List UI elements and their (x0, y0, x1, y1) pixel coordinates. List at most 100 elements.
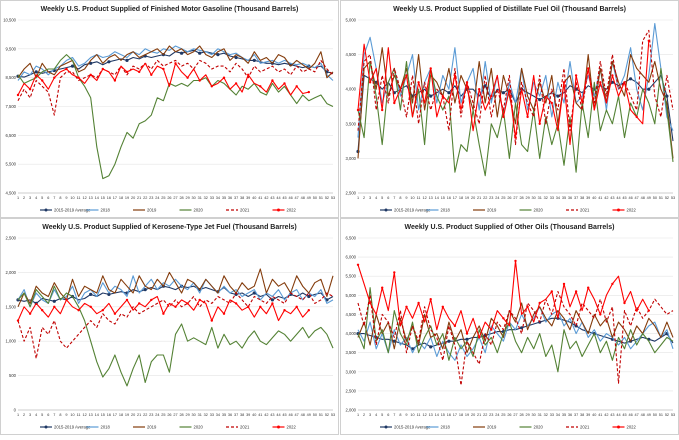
data-point (113, 312, 117, 315)
x-tick-label: 10 (410, 413, 414, 417)
data-point (381, 108, 384, 112)
x-tick-label: 47 (635, 413, 639, 417)
data-point (34, 70, 38, 74)
x-tick-label: 8 (399, 196, 401, 200)
legend-label: 2021 (580, 425, 590, 430)
data-point (307, 294, 311, 299)
series-2 (357, 306, 674, 361)
data-point (234, 302, 238, 305)
x-tick-label: 5 (381, 196, 383, 200)
legend-label: 2015-2019 Average (394, 208, 431, 213)
y-tick-label: 3,000 (346, 369, 357, 374)
x-tick-label: 8 (399, 413, 401, 417)
x-tick-label: 31 (198, 413, 202, 417)
x-tick-label: 52 (325, 196, 329, 200)
legend-label: 2020 (534, 425, 544, 430)
x-tick-label: 41 (258, 196, 262, 200)
data-point (647, 309, 650, 312)
y-tick-label: 10,500 (3, 18, 16, 23)
x-tick-label: 16 (107, 196, 111, 200)
y-tick-label: 5,500 (6, 162, 17, 167)
x-tick-label: 24 (155, 196, 159, 200)
x-tick-label: 5 (41, 196, 43, 200)
data-point (629, 77, 633, 81)
series-line (357, 287, 674, 373)
x-tick-label: 21 (477, 196, 481, 200)
x-tick-label: 32 (204, 196, 208, 200)
data-point (222, 76, 226, 79)
x-tick-label: 23 (489, 413, 493, 417)
y-tick-label: 7,500 (6, 104, 17, 109)
x-tick-label: 16 (447, 196, 451, 200)
x-tick-label: 23 (149, 196, 153, 200)
legend-item: 2020 (179, 425, 203, 430)
data-point (574, 324, 578, 328)
data-point (271, 79, 274, 82)
x-tick-label: 45 (622, 196, 626, 200)
data-point (441, 94, 444, 98)
legend-item: 2020 (519, 425, 544, 430)
data-point (125, 298, 129, 302)
x-tick-label: 3 (369, 196, 371, 200)
x-tick-label: 19 (125, 413, 129, 417)
x-tick-label: 50 (653, 196, 657, 200)
x-tick-label: 25 (501, 413, 505, 417)
series-2 (17, 275, 334, 308)
data-point (307, 90, 310, 94)
x-tick-label: 11 (417, 413, 421, 417)
x-tick-label: 48 (641, 413, 645, 417)
x-tick-label: 7 (393, 196, 395, 200)
x-tick-label: 22 (143, 413, 147, 417)
x-tick-label: 46 (288, 196, 292, 200)
x-tick-label: 31 (538, 196, 542, 200)
x-tick-label: 2 (363, 196, 365, 200)
legend-label: 2018 (101, 425, 111, 430)
x-tick-label: 50 (313, 196, 317, 200)
series-line (17, 54, 334, 180)
legend-marker (44, 208, 48, 212)
legend-label: 2022 (627, 425, 637, 430)
data-point (125, 58, 129, 63)
data-point (65, 298, 68, 302)
x-tick-label: 51 (319, 413, 323, 417)
x-tick-label: 5 (41, 413, 43, 417)
y-tick-label: 0 (14, 408, 17, 413)
legend-label: 2022 (287, 208, 297, 213)
x-tick-label: 31 (538, 413, 542, 417)
x-tick-label: 42 (264, 413, 268, 417)
series-line (17, 275, 334, 308)
data-point (65, 67, 68, 71)
x-tick-label: 12 (83, 196, 87, 200)
data-point (587, 286, 590, 289)
data-point (16, 319, 20, 322)
x-tick-label: 6 (47, 196, 49, 200)
y-tick-label: 4,500 (346, 312, 357, 317)
data-point (393, 101, 396, 105)
legend-item: 2019 (133, 425, 157, 430)
x-tick-label: 10 (410, 196, 414, 200)
x-tick-label: 2 (363, 413, 365, 417)
x-tick-label: 13 (89, 413, 93, 417)
data-point (356, 108, 360, 112)
data-point (77, 76, 80, 79)
x-tick-label: 14 (435, 196, 439, 200)
x-tick-label: 11 (77, 196, 81, 200)
legend-label: 2015-2019 Average (394, 425, 431, 430)
legend-item: 2022 (612, 425, 637, 430)
data-point (417, 81, 420, 84)
series-6 (356, 39, 650, 146)
x-tick-label: 47 (295, 196, 299, 200)
x-tick-label: 23 (489, 196, 493, 200)
legend-item: 2021 (566, 425, 590, 430)
data-point (216, 53, 220, 57)
x-tick-label: 44 (276, 196, 280, 200)
x-tick-label: 9 (65, 413, 67, 417)
data-point (538, 98, 542, 102)
legend-label: 2021 (580, 208, 590, 213)
series-line (17, 268, 334, 308)
data-point (77, 309, 80, 312)
x-tick-label: 45 (622, 413, 626, 417)
data-point (623, 301, 626, 305)
x-tick-label: 40 (252, 413, 256, 417)
data-point (107, 60, 111, 64)
